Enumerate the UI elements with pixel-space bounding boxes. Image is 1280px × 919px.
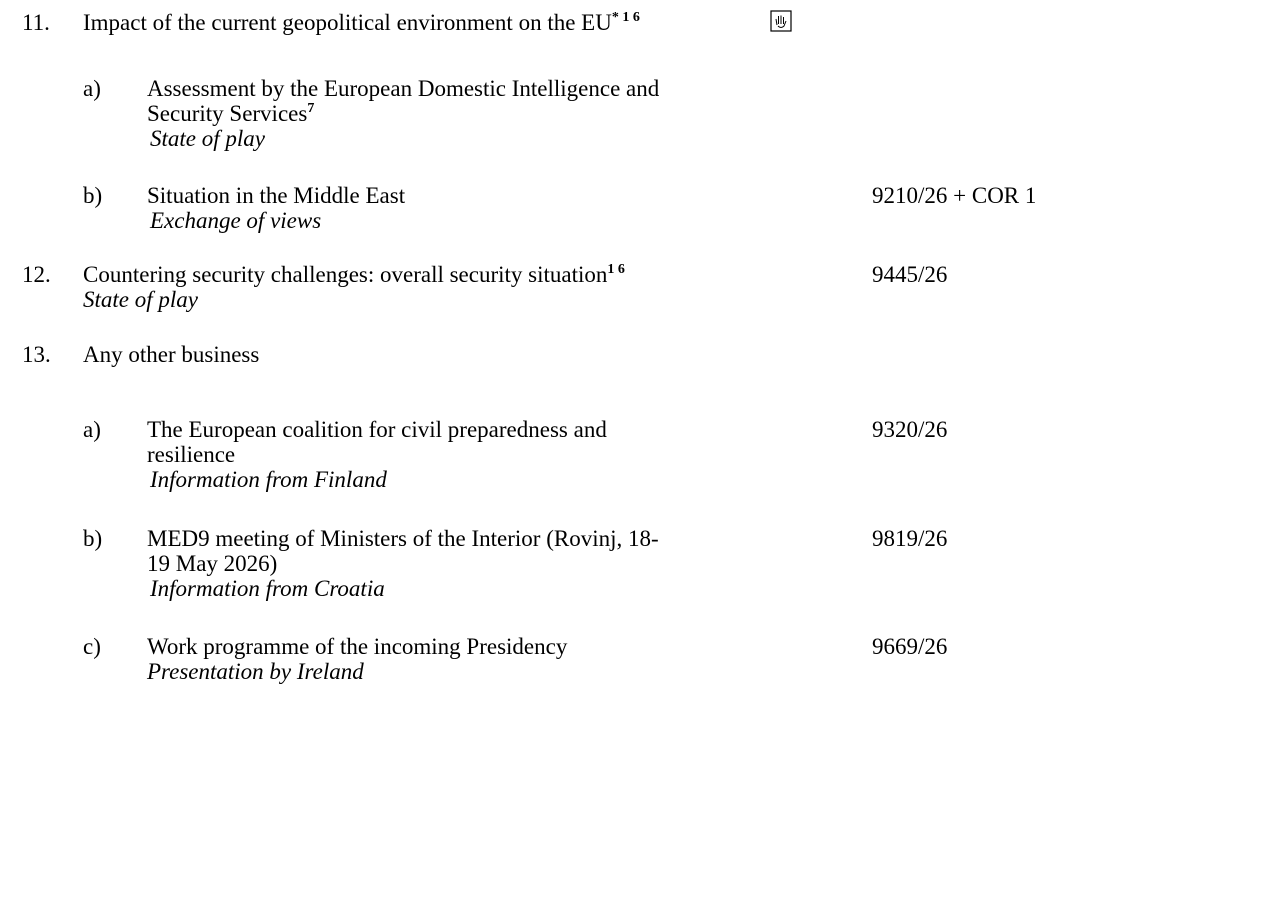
note: Exchange of views (150, 208, 322, 233)
title-line: Any other business (83, 342, 260, 367)
item-number: 13. (22, 342, 51, 367)
subitem-label: c) (83, 634, 101, 659)
subitem-text: The European coalition for civil prepare… (147, 417, 607, 492)
subitem-text: Work programme of the incoming Presidenc… (147, 634, 567, 684)
subitem-text: Situation in the Middle East Exchange of… (147, 183, 405, 233)
footnote-ref: 1 6 (607, 262, 625, 277)
title-line: Work programme of the incoming Presidenc… (147, 634, 568, 659)
hand-icon (770, 10, 792, 32)
document-ref: 9320/26 (872, 417, 948, 442)
title-line: Security Services (147, 101, 308, 126)
note: State of play (83, 287, 198, 312)
title-line: The European coalition for civil prepare… (147, 417, 607, 442)
title-line-wrap: Security Services7 (147, 101, 659, 126)
subitem-label: a) (83, 76, 101, 101)
subitem-text: Assessment by the European Domestic Inte… (147, 76, 659, 151)
title-line: Situation in the Middle East (147, 183, 406, 208)
subitem-label: b) (83, 183, 103, 208)
subitem-text: MED9 meeting of Ministers of the Interio… (147, 526, 659, 601)
document-ref: 9669/26 (872, 634, 948, 659)
item-title: Impact of the current geopolitical envir… (83, 10, 640, 35)
item-number: 11. (22, 10, 50, 35)
item-number: 12. (22, 262, 51, 287)
title-line: Countering security challenges: overall … (83, 262, 608, 287)
note: State of play (150, 126, 265, 151)
note: Information from Croatia (150, 576, 385, 601)
note: Presentation by Ireland (147, 659, 364, 684)
title-line: 19 May 2026) (147, 551, 278, 576)
document-ref: 9210/26 + COR 1 (872, 183, 1037, 208)
document-ref: 9445/26 (872, 262, 948, 287)
item-text: Countering security challenges: overall … (83, 262, 625, 312)
title-line: Assessment by the European Domestic Inte… (147, 76, 660, 101)
subitem-label: a) (83, 417, 101, 442)
footnote-ref: * 1 6 (611, 10, 640, 25)
footnote-ref: 7 (307, 101, 315, 116)
title-line: MED9 meeting of Ministers of the Interio… (147, 526, 659, 551)
title-line-wrap: Countering security challenges: overall … (83, 262, 625, 287)
document-ref: 9819/26 (872, 526, 948, 551)
note: Information from Finland (150, 467, 387, 492)
subitem-label: b) (83, 526, 103, 551)
title-line: Impact of the current geopolitical envir… (83, 10, 612, 35)
title-line: resilience (147, 442, 236, 467)
